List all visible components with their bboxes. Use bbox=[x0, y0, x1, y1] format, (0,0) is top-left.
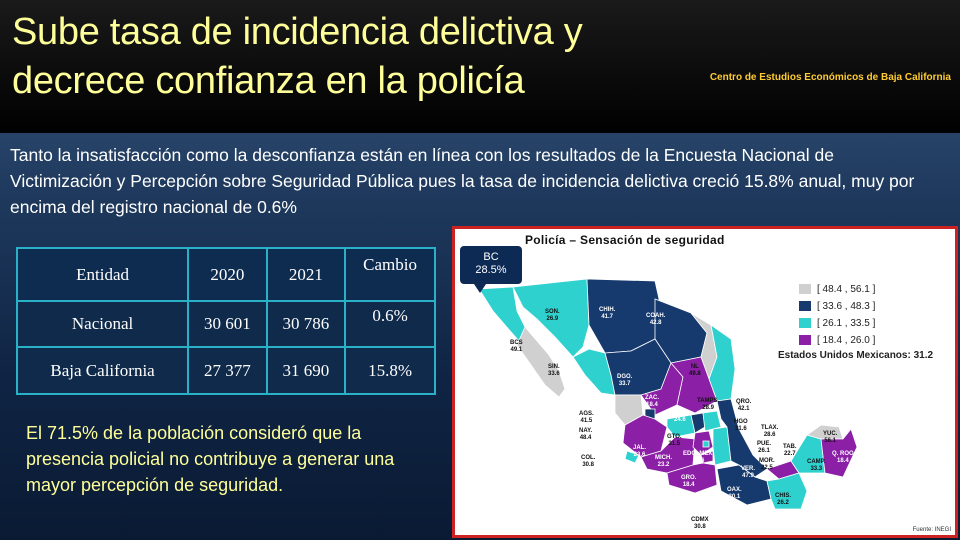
state-label-hgo: HGO 31.6 bbox=[734, 419, 748, 432]
map-credit: Fuente: INEGI bbox=[912, 527, 951, 533]
state-label-ver: VER. 47.9 bbox=[741, 466, 756, 479]
intro-paragraph: Tanto la insatisfacción como la desconfi… bbox=[10, 145, 915, 217]
header-entidad: Entidad bbox=[15, 247, 190, 302]
bc-callout: BC 28.5% bbox=[458, 244, 524, 286]
state-label-dgo: DGO. 33.7 bbox=[617, 374, 633, 387]
state-label-tamps: TAMPS. 28.9 bbox=[697, 398, 720, 411]
highlight-note: El 71.5% de la población consideró que l… bbox=[26, 423, 395, 495]
table-row: Nacional 30 601 30 786 0.6% bbox=[15, 300, 436, 348]
cell-2021: 30 786 bbox=[265, 300, 347, 348]
cell-entidad: Nacional bbox=[15, 300, 190, 348]
map-title: Policía – Sensación de seguridad bbox=[525, 233, 725, 247]
state-label-qroo: Q. ROO 18.4 bbox=[832, 451, 854, 464]
table-row: Baja California 27 377 31 690 15.8% bbox=[15, 346, 436, 395]
state-col bbox=[624, 450, 640, 464]
title-bar: Sube tasa de incidencia delictiva y decr… bbox=[0, 0, 960, 133]
cell-entidad: Baja California bbox=[15, 346, 190, 395]
state-label-bcs: BCS 49.1 bbox=[510, 340, 523, 353]
cell-2021: 31 690 bbox=[265, 346, 347, 395]
state-label-oax: OAX. 30.1 bbox=[727, 487, 742, 500]
cell-cambio: 15.8% bbox=[344, 346, 436, 395]
state-qroo bbox=[820, 428, 858, 478]
state-label-camp: CAMP. 33.3 bbox=[807, 459, 826, 472]
legend-item: [ 48.4 , 56.1 ] bbox=[799, 284, 875, 295]
state-label-cdmx: CDMX 30.8 bbox=[691, 517, 709, 530]
state-label-edomex: EDO. MEX. 24.6 bbox=[683, 451, 715, 464]
callout-value: 28.5% bbox=[475, 264, 507, 276]
legend-label: [ 18.4 , 26.0 ] bbox=[817, 335, 876, 346]
state-label-ags: AGS. 41.5 bbox=[579, 411, 594, 424]
cell-2020: 27 377 bbox=[187, 346, 268, 395]
state-bcs bbox=[516, 326, 566, 398]
state-label-son: SON. 26.9 bbox=[545, 309, 560, 322]
state-jal bbox=[622, 414, 668, 458]
legend-label: [ 33.6 , 48.3 ] bbox=[817, 301, 876, 312]
legend-label: [ 48.4 , 56.1 ] bbox=[817, 284, 876, 295]
legend-item: [ 26.1 , 33.5 ] bbox=[799, 318, 875, 329]
state-chis bbox=[766, 472, 808, 510]
table-header-row: Entidad 2020 2021 Cambio bbox=[15, 247, 436, 302]
state-label-mor: MOR. 22.5 bbox=[759, 458, 775, 471]
state-mich bbox=[640, 436, 696, 474]
state-label-tlax: TLAX. 28.6 bbox=[761, 425, 779, 438]
state-label-sin: SIN. 33.6 bbox=[548, 364, 560, 377]
state-label-nay: NAY. 48.4 bbox=[579, 428, 593, 441]
state-pue bbox=[712, 426, 732, 466]
mexico-map bbox=[478, 278, 858, 510]
state-label-nl: NL 49.8 bbox=[689, 364, 701, 377]
state-label-tab: TAB. 22.7 bbox=[783, 444, 797, 457]
state-label-coah: COAH. 42.8 bbox=[646, 313, 666, 326]
state-label-qro: QRO. 42.1 bbox=[736, 399, 752, 412]
header-2020: 2020 bbox=[187, 247, 268, 302]
state-label-zac: ZAC. 18.4 bbox=[645, 395, 659, 408]
state-label-chis: CHIS. 26.2 bbox=[775, 493, 792, 506]
state-label-gto: GTO. 31.5 bbox=[667, 434, 682, 447]
state-hgo bbox=[702, 410, 722, 432]
state-slp bbox=[670, 356, 718, 414]
state-label-mich: MICH. 23.2 bbox=[655, 455, 672, 468]
callout-pointer bbox=[474, 284, 486, 293]
national-average: Estados Unidos Mexicanos: 31.2 bbox=[778, 350, 934, 361]
state-mor bbox=[700, 450, 714, 464]
state-yuc bbox=[806, 424, 844, 440]
slide-title: Sube tasa de incidencia delictiva y decr… bbox=[12, 11, 583, 102]
legend-item: [ 18.4 , 26.0 ] bbox=[799, 335, 875, 346]
state-label-slp: SLP 24.6 bbox=[674, 410, 686, 423]
state-gto bbox=[666, 414, 696, 438]
cell-cambio: 0.6% bbox=[344, 300, 436, 348]
header-cambio: Cambio bbox=[344, 247, 436, 302]
state-label-col: COL. 30.8 bbox=[581, 455, 596, 468]
state-label-gro: GRO. 18.4 bbox=[681, 475, 697, 488]
source-label: Centro de Estudios Económicos de Baja Ca… bbox=[709, 72, 951, 83]
legend-label: [ 26.1 , 33.5 ] bbox=[817, 318, 876, 329]
legend-item: [ 33.6 , 48.3 ] bbox=[799, 301, 875, 312]
state-label-yuc: YUC. 56.1 bbox=[823, 431, 838, 444]
state-gro bbox=[666, 462, 718, 494]
cell-2020: 30 601 bbox=[187, 300, 268, 348]
state-label-jal: JAL. 23.6 bbox=[633, 445, 647, 458]
incidence-table: Entidad 2020 2021 Cambio Nacional 30 601… bbox=[15, 247, 436, 395]
state-label-chih: CHIH. 41.7 bbox=[599, 307, 616, 320]
map-panel: Policía – Sensación de seguridad bbox=[452, 226, 958, 538]
state-cdmx bbox=[702, 440, 710, 448]
state-label-pue: PUE. 26.1 bbox=[757, 441, 772, 454]
header-2021: 2021 bbox=[265, 247, 347, 302]
callout-state: BC bbox=[483, 251, 499, 263]
